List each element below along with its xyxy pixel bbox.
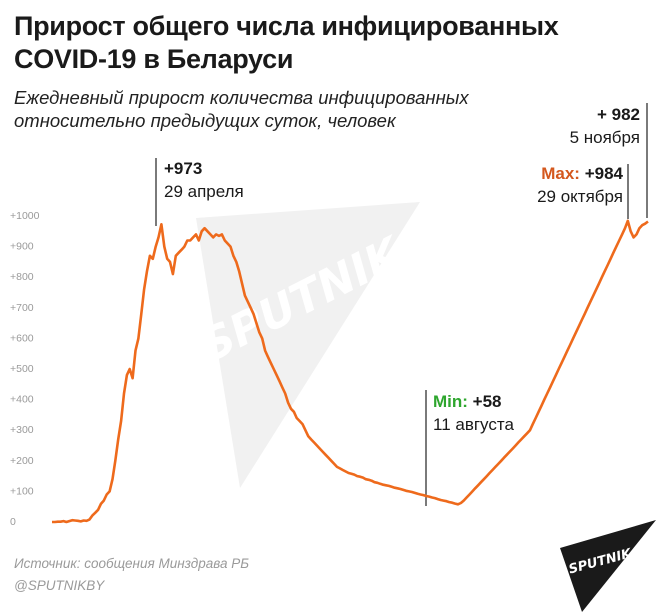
sputnik-watermark: SPUTNIK bbox=[193, 202, 420, 488]
annotation-peak: +973 29 апреля bbox=[164, 157, 244, 203]
max-value: +984 bbox=[584, 164, 623, 183]
annotation-min: Min: +58 11 августа bbox=[433, 390, 514, 436]
max-label: Max: bbox=[541, 164, 580, 183]
y-tick-label: +1000 bbox=[10, 210, 40, 222]
last-value: + 982 bbox=[596, 105, 640, 124]
annotation-markers bbox=[155, 103, 648, 506]
chart-title: Прирост общего числа инфицированных COVI… bbox=[14, 11, 559, 74]
y-tick-label: +200 bbox=[10, 455, 34, 467]
y-tick-label: +900 bbox=[10, 241, 34, 253]
y-axis: 0 +100 +200 +300 +400 +500 +600 +700 +800 +900 +10… bbox=[10, 210, 40, 528]
series-line bbox=[52, 219, 649, 524]
min-value: +58 bbox=[472, 392, 502, 411]
last-date: 5 ноября bbox=[569, 128, 640, 147]
source-note: Источник: сообщения Минздрава РБ bbox=[14, 556, 250, 571]
min-date: 11 августа bbox=[433, 415, 514, 434]
peak-value: +973 bbox=[164, 159, 203, 178]
y-tick-label: +800 bbox=[10, 271, 34, 283]
y-tick-label: +600 bbox=[10, 332, 34, 344]
peak-date: 29 апреля bbox=[164, 182, 244, 201]
max-date: 29 октября bbox=[537, 187, 623, 206]
sputnik-logo: SPUTNIK bbox=[560, 520, 656, 612]
y-tick-label: +300 bbox=[10, 424, 34, 436]
annotation-max: Max: +984 29 октября bbox=[537, 162, 623, 208]
series-group bbox=[52, 219, 649, 524]
min-label: Min: bbox=[433, 392, 468, 411]
y-tick-label: +400 bbox=[10, 394, 34, 406]
chart-subtitle: Ежедневный прирост количества инфицирова… bbox=[14, 87, 469, 131]
social-handle: @SPUTNIKBY bbox=[14, 578, 105, 593]
y-tick-label: 0 bbox=[10, 516, 16, 528]
annotation-last: + 982 5 ноября bbox=[570, 103, 640, 149]
y-tick-label: +500 bbox=[10, 363, 34, 375]
y-tick-label: +100 bbox=[10, 485, 34, 497]
y-tick-label: +700 bbox=[10, 302, 34, 314]
